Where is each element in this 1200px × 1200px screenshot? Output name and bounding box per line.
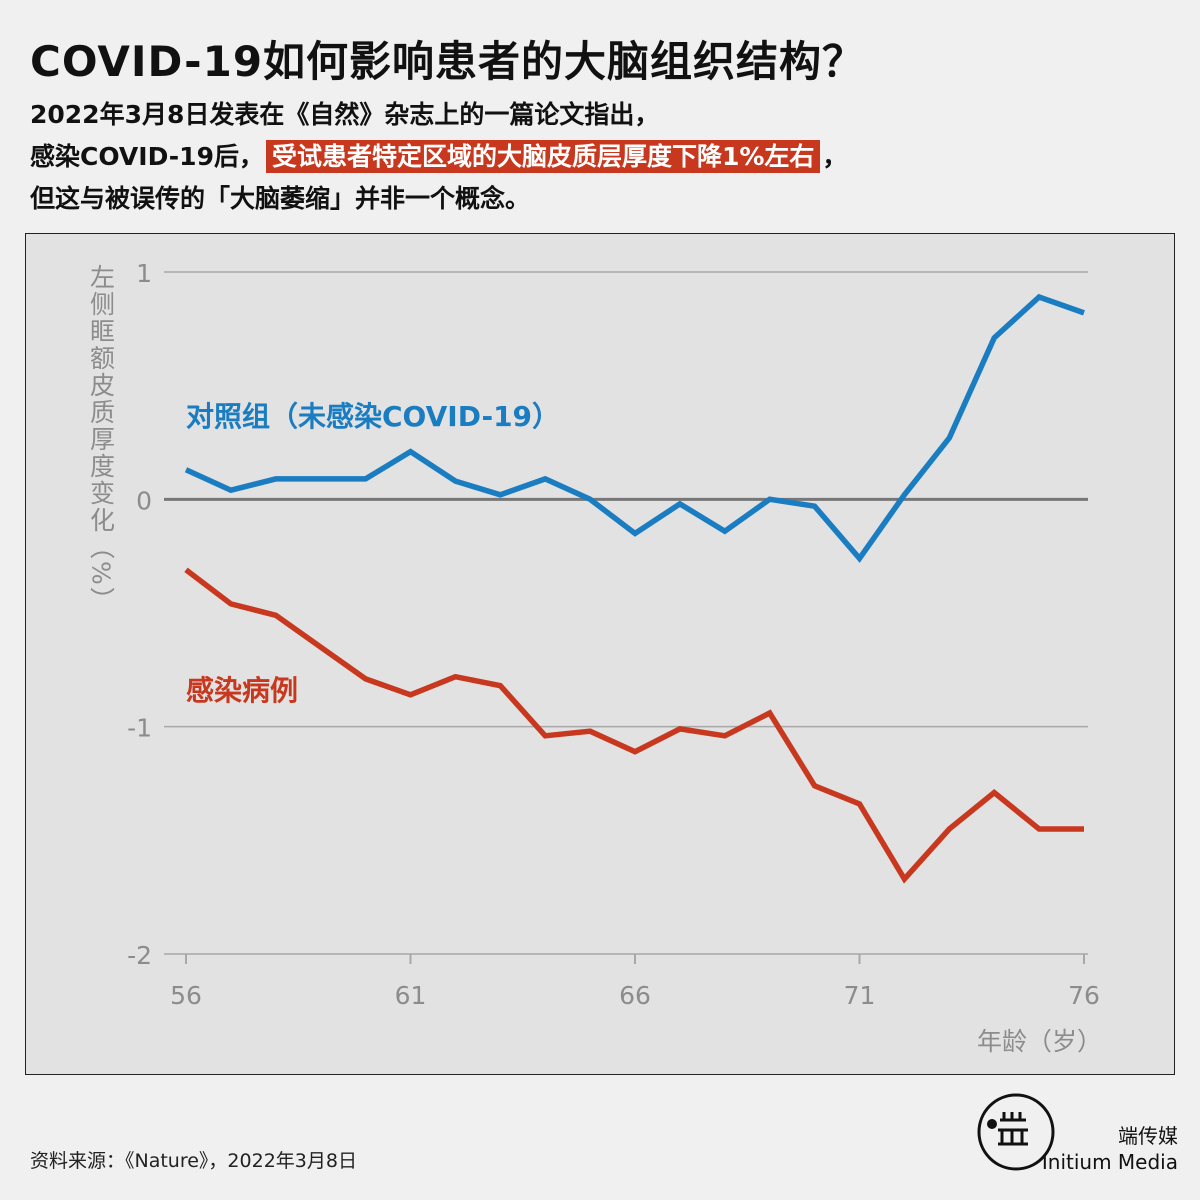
y-tick-label: -2 xyxy=(127,941,152,970)
x-axis-label: 年龄（岁） xyxy=(977,1027,1102,1056)
source-note: 资料来源：《Nature》，2022年3月8日 xyxy=(30,1150,357,1172)
x-tick-label: 66 xyxy=(619,981,651,1010)
brand-name-en: Initium Media xyxy=(1041,1150,1178,1174)
y-tick-label: -1 xyxy=(127,714,152,743)
x-tick-label: 56 xyxy=(170,981,202,1010)
line-chart: 1 0 -1 -2 56 61 66 71 76 左侧眶额皮质厚度变化（%） 年龄（岁） 对照组（未感… xyxy=(87,259,1103,1056)
series-label-infected: 感染病例 xyxy=(186,674,298,707)
subtitle-line-1: 2022年3月8日发表在《自然》杂志上的一篇论文指出， xyxy=(30,100,660,129)
series-label-control: 对照组（未感染COVID-19） xyxy=(186,400,560,433)
y-tick-label: 0 xyxy=(136,486,152,515)
subtitle-line-3: 但这与被误传的「大脑萎缩」并非一个概念。 xyxy=(30,184,531,213)
series-line-infected xyxy=(184,567,1084,884)
chart-panel: 1 0 -1 -2 56 61 66 71 76 左侧眶额皮质厚度变化（%） 年龄（岁） 对照组（未感… xyxy=(25,233,1175,1075)
series-line-control xyxy=(184,293,1085,563)
subtitle-highlight: 受试患者特定区域的大脑皮质层厚度下降1%左右 xyxy=(265,140,821,173)
page-title: COVID-19如何影响患者的大脑组织结构？ xyxy=(30,37,866,86)
subtitle-line-2-post: ， xyxy=(822,142,848,171)
subtitle-line-2: 感染COVID-19后， 受试患者特定区域的大脑皮质层厚度下降1%左右， xyxy=(30,138,847,176)
initium-logo-icon xyxy=(977,1093,1055,1171)
subtitle-line-2-pre: 感染COVID-19后， xyxy=(30,142,264,171)
y-tick-label: 1 xyxy=(136,259,152,288)
y-axis-label: 左侧眶额皮质厚度变化（%） xyxy=(87,264,116,614)
x-tick-label: 71 xyxy=(844,981,876,1010)
x-tick-label: 61 xyxy=(395,981,427,1010)
x-tick-label: 76 xyxy=(1068,981,1100,1010)
brand-name-zh: 端传媒 xyxy=(1118,1124,1178,1148)
